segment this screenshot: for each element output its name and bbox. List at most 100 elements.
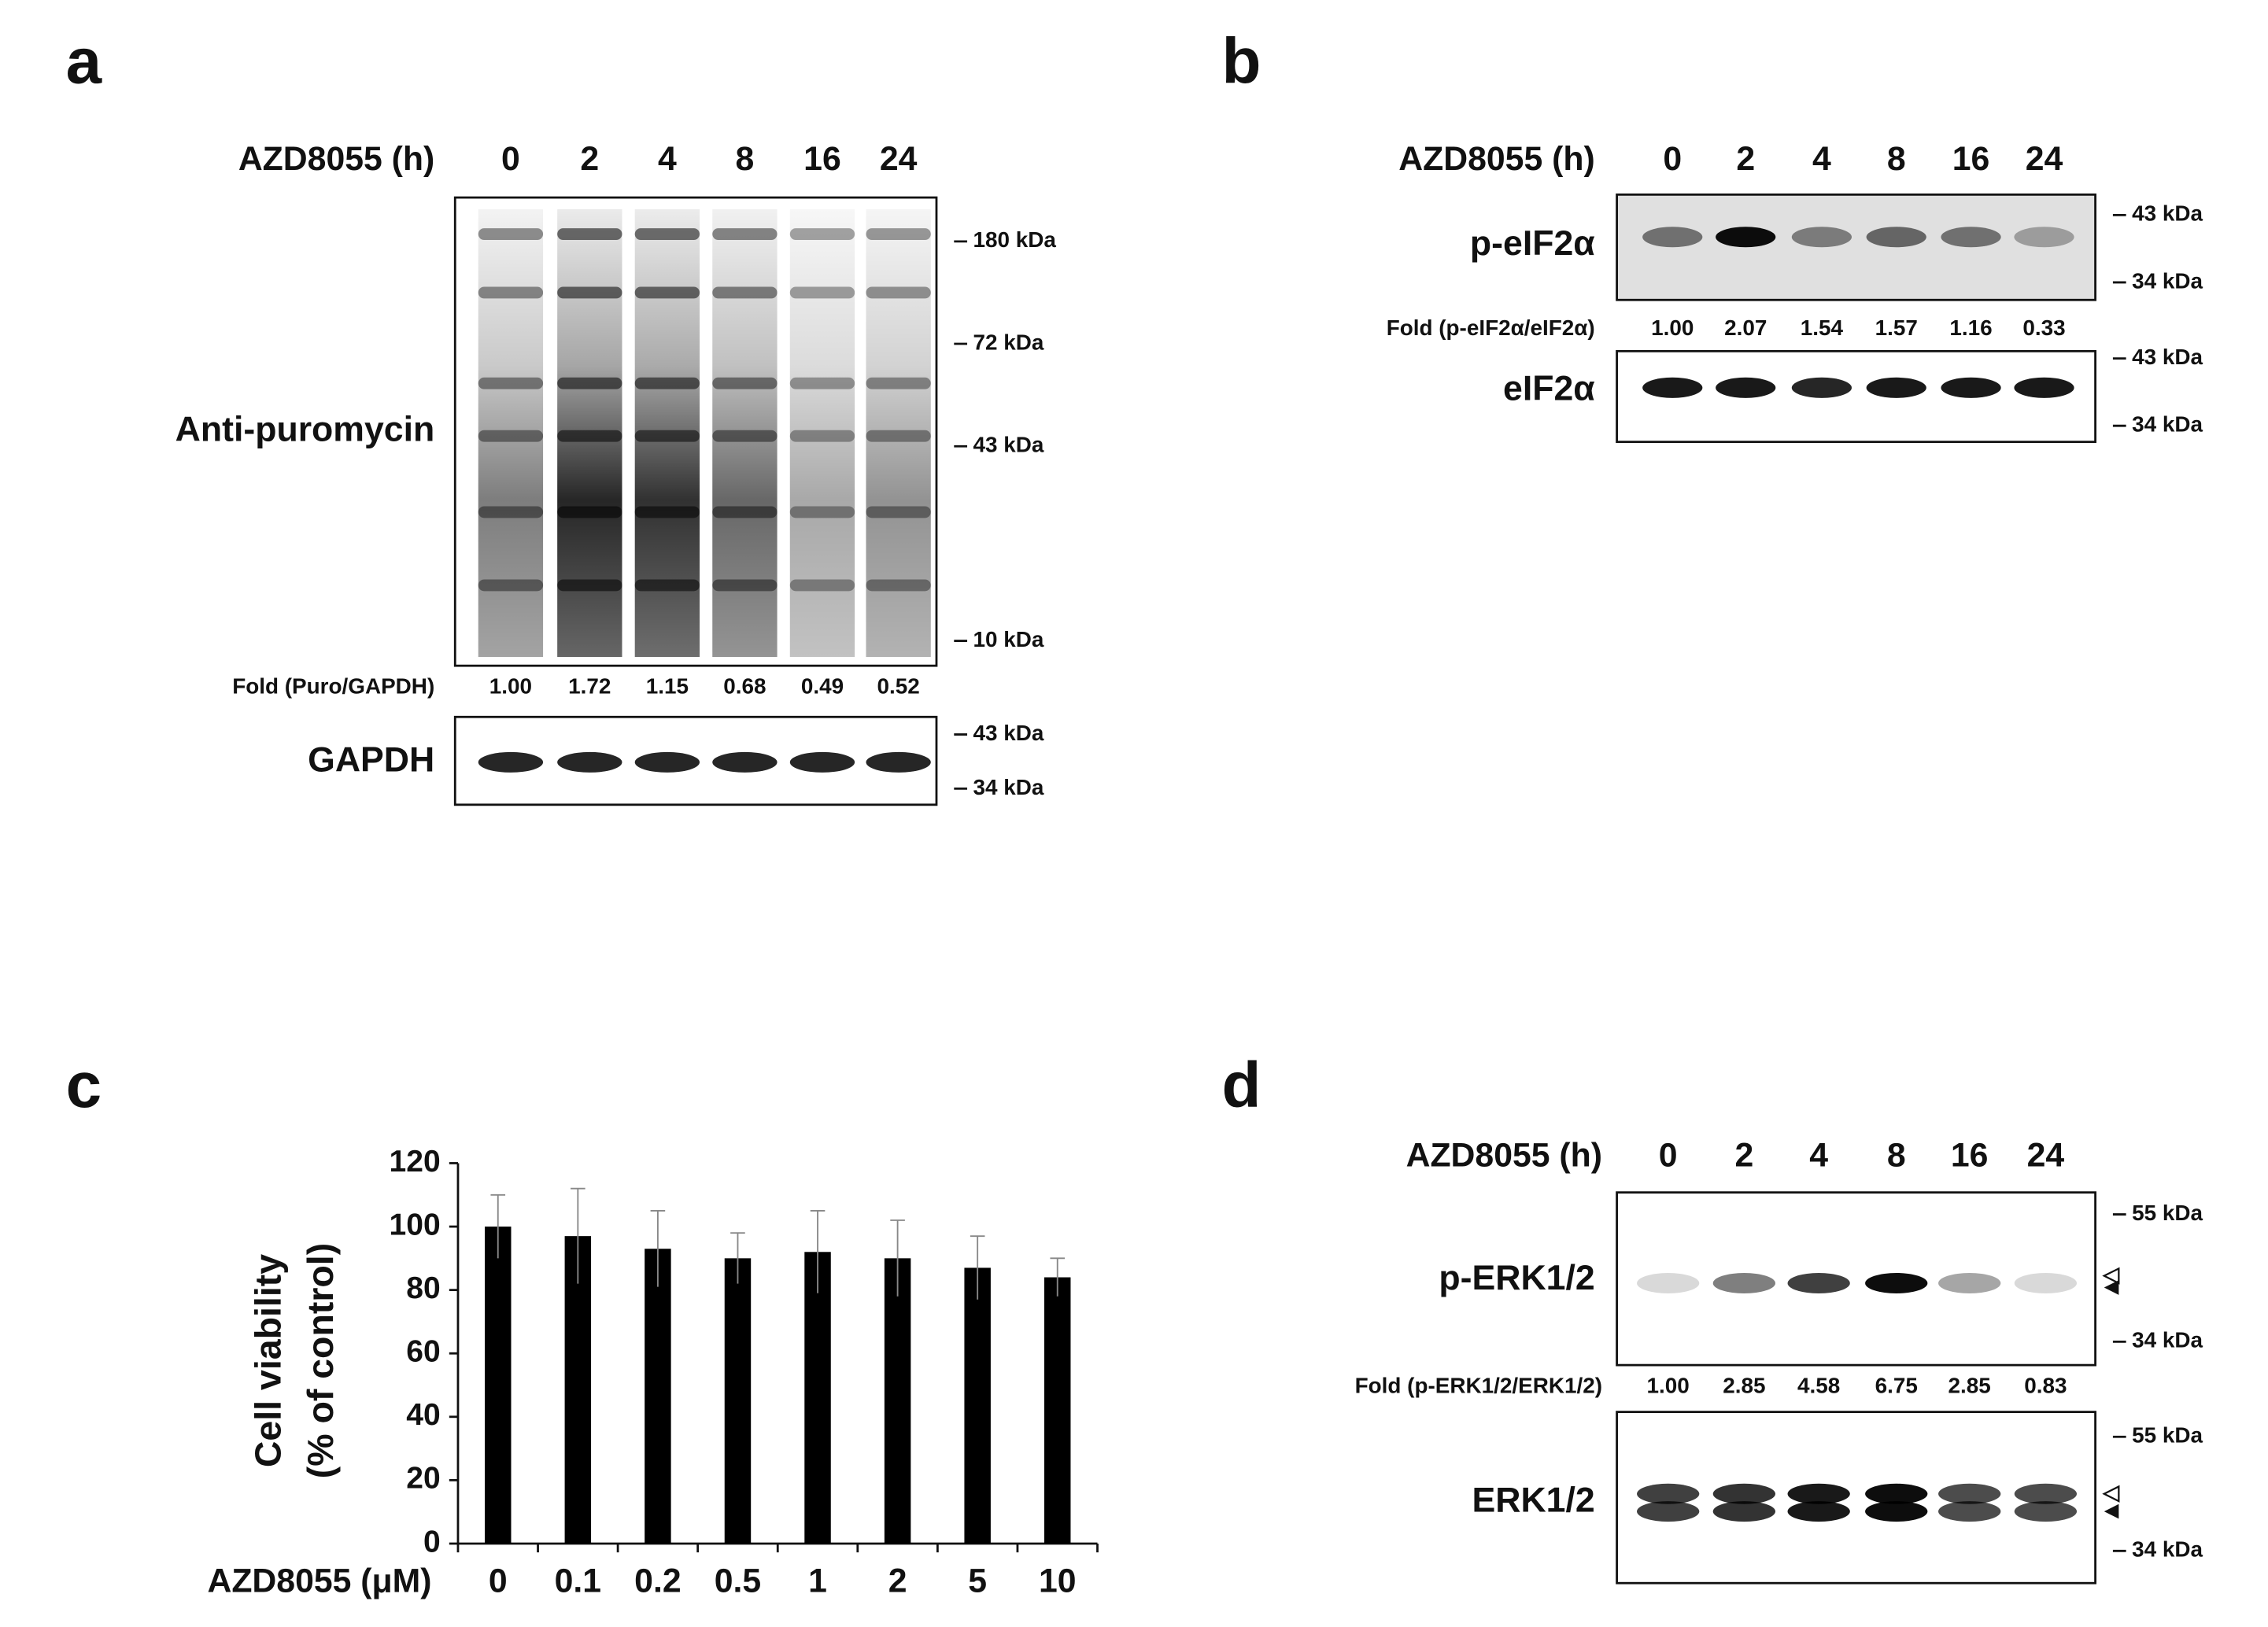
fold-value: 1.00 <box>489 673 532 698</box>
bar <box>964 1267 991 1544</box>
treatment-label: AZD8055 (h) <box>1406 1136 1602 1174</box>
marker-label: 43 kDa <box>2132 201 2203 226</box>
panel-letter: b <box>1222 25 1261 97</box>
arrowhead-filled <box>2104 1280 2119 1295</box>
fold-label: Fold (p-eIF2α/eIF2α) <box>1387 315 1595 340</box>
fold-value: 1.54 <box>1801 315 1844 340</box>
marker-label: 34 kDa <box>2132 1537 2203 1562</box>
band <box>478 377 544 389</box>
panel-letter: a <box>66 25 103 97</box>
x-tick-label: 0.2 <box>634 1562 681 1600</box>
band <box>634 579 700 592</box>
blot-label: p-eIF2α <box>1470 224 1595 263</box>
band <box>789 286 855 299</box>
band <box>866 506 931 518</box>
band <box>789 579 855 592</box>
marker-label: 43 kDa <box>2132 345 2203 369</box>
band <box>634 430 700 442</box>
band <box>2014 1483 2078 1504</box>
band <box>2014 227 2074 248</box>
band <box>789 751 855 773</box>
lane-smear <box>478 208 544 658</box>
bar <box>485 1227 512 1544</box>
fold-value: 2.85 <box>1948 1373 1991 1397</box>
band <box>712 751 778 773</box>
fold-value: 1.15 <box>646 673 689 698</box>
band <box>557 579 622 592</box>
band <box>1642 377 1703 398</box>
fold-value: 2.07 <box>1724 315 1767 340</box>
bar <box>724 1258 752 1544</box>
fold-value: 2.85 <box>1723 1373 1765 1397</box>
band <box>712 286 778 299</box>
band <box>1637 1272 1700 1293</box>
treatment-label: AZD8055 (h) <box>238 140 434 178</box>
lane-label: 2 <box>1736 140 1755 178</box>
band <box>478 579 544 592</box>
y-tick-label: 20 <box>406 1462 440 1496</box>
lane-label: 24 <box>880 140 918 178</box>
blot-frame <box>1616 1191 2096 1367</box>
band <box>1941 227 2001 248</box>
marker-label: 34 kDa <box>973 775 1044 799</box>
marker-label: 43 kDa <box>973 721 1044 745</box>
bar <box>1044 1277 1071 1544</box>
lane-label: 16 <box>803 140 841 178</box>
band <box>634 506 700 518</box>
marker-label: 43 kDa <box>973 433 1044 457</box>
band <box>712 579 778 592</box>
band <box>1938 1501 2001 1522</box>
x-tick-label: 5 <box>968 1562 987 1600</box>
band <box>1637 1483 1700 1504</box>
lane-label: 24 <box>2026 140 2063 178</box>
y-tick-label: 0 <box>423 1525 441 1559</box>
fold-value: 1.57 <box>1875 315 1918 340</box>
fold-value: 0.83 <box>2024 1373 2067 1397</box>
lane-label: 4 <box>1809 1136 1828 1174</box>
y-axis-label: (% of control) <box>300 1243 341 1478</box>
band <box>1787 1272 1850 1293</box>
y-axis-label: Cell viability <box>247 1254 288 1467</box>
lane-smear <box>789 208 855 658</box>
marker-label: 72 kDa <box>973 330 1044 354</box>
band <box>557 430 622 442</box>
bar <box>645 1249 671 1544</box>
band <box>712 377 778 389</box>
band <box>789 506 855 518</box>
band <box>1716 227 1776 248</box>
band <box>2014 1272 2078 1293</box>
fold-value: 1.00 <box>1647 1373 1690 1397</box>
marker-label: 34 kDa <box>2132 412 2203 437</box>
arrowhead-open <box>2102 1267 2120 1285</box>
panel-letter: d <box>1222 1050 1261 1121</box>
band <box>478 228 544 240</box>
band <box>478 430 544 442</box>
band <box>1866 227 1926 248</box>
band <box>1712 1272 1775 1293</box>
band <box>557 228 622 240</box>
fold-value: 0.68 <box>723 673 766 698</box>
band <box>866 751 931 773</box>
y-tick-label: 120 <box>390 1145 441 1179</box>
lane-label: 0 <box>1663 140 1682 178</box>
band <box>1712 1501 1775 1522</box>
band <box>866 377 931 389</box>
x-tick-label: 0 <box>489 1562 508 1600</box>
blot-frame <box>453 715 938 806</box>
band <box>478 751 544 773</box>
band <box>712 430 778 442</box>
x-tick-label: 2 <box>888 1562 907 1600</box>
marker-label: 55 kDa <box>2132 1423 2203 1448</box>
band <box>2014 1501 2078 1522</box>
fold-value: 0.52 <box>877 673 920 698</box>
blot-frame <box>1616 193 2096 301</box>
fold-value: 4.58 <box>1797 1373 1840 1397</box>
band <box>634 286 700 299</box>
band <box>1865 1483 1928 1504</box>
band <box>712 506 778 518</box>
band <box>1865 1501 1928 1522</box>
blot-frame <box>1616 349 2096 444</box>
band <box>634 751 700 773</box>
blot-frame <box>1616 1411 2096 1585</box>
marker-label: 10 kDa <box>973 627 1044 651</box>
